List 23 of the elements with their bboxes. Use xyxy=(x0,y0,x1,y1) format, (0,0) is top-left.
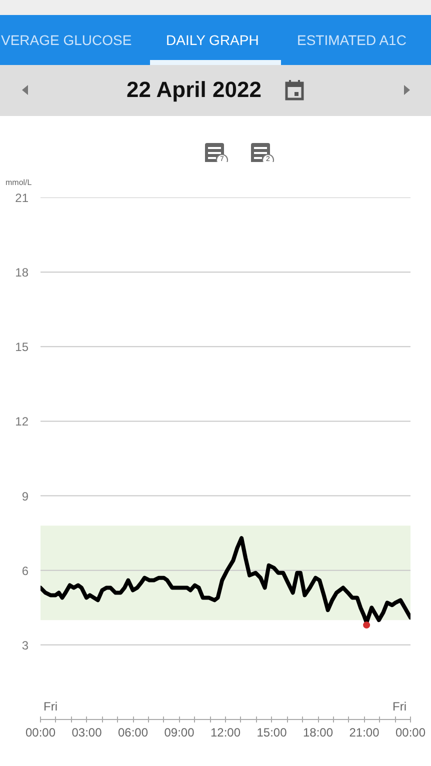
x-tick-label: 00:00 xyxy=(25,726,56,740)
x-tick-label: 09:00 xyxy=(164,726,195,740)
y-tick-label: 18 xyxy=(15,266,29,280)
x-tick-label: 21:00 xyxy=(349,726,380,740)
x-tick-label: 18:00 xyxy=(302,726,334,740)
x-tick-label: 15:00 xyxy=(256,726,288,740)
text: ESTIMATED A1C xyxy=(297,31,406,50)
y-tick-label: 15 xyxy=(15,340,29,354)
x-tick-label: 00:00 xyxy=(395,726,426,740)
x-tick-label: 03:00 xyxy=(72,726,102,740)
x-tick-label: 12:00 xyxy=(210,726,241,740)
y-tick-label: 6 xyxy=(22,564,29,578)
annotation: Fri xyxy=(44,700,58,714)
y-tick-label: 9 xyxy=(22,489,29,504)
chart-title: 22 April 2022 xyxy=(126,76,262,104)
x-tick-label: 06:00 xyxy=(118,726,148,740)
y-axis-title: mmol/L xyxy=(6,178,32,187)
y-tick-label: 21 xyxy=(15,191,29,205)
y-tick-label: 12 xyxy=(15,414,29,429)
annotation: Fri xyxy=(392,700,407,714)
text: DAILY GRAPH xyxy=(166,31,259,50)
text: VERAGE GLUCOSE xyxy=(1,31,132,50)
y-tick-label: 3 xyxy=(22,638,29,652)
